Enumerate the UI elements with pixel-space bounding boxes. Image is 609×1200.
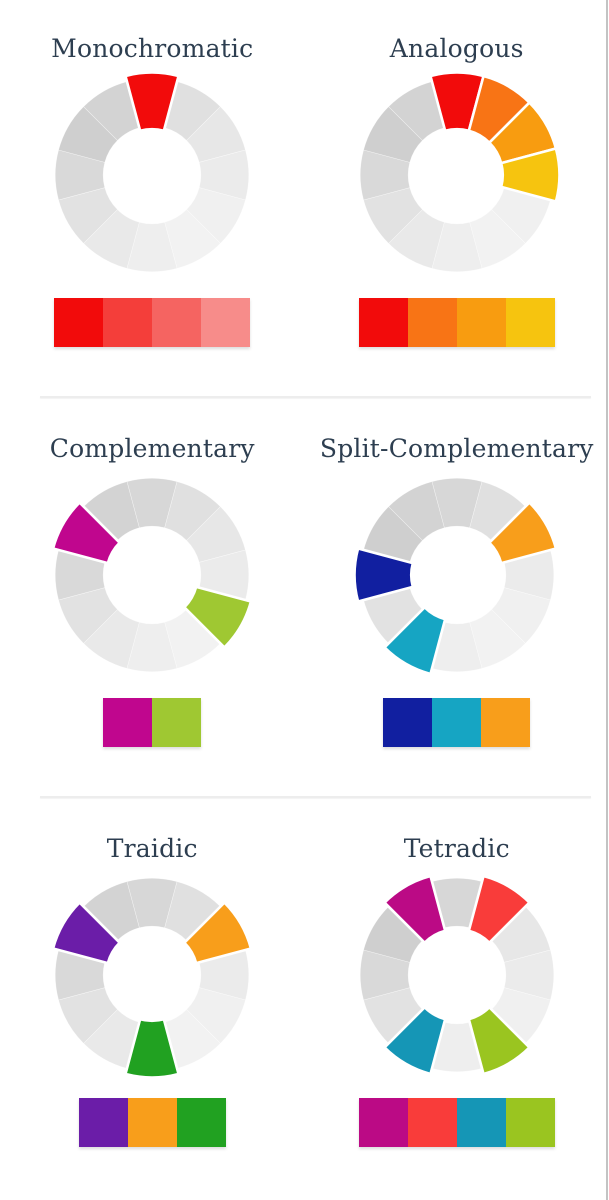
swatch-cell [78, 1098, 128, 1147]
scheme-panel-analogous: Analogous [305, 0, 609, 400]
wheel-segment [83, 881, 140, 941]
scheme-title: Tetradic [403, 834, 510, 863]
wheel-segment-highlight [382, 874, 447, 945]
swatch-cell [176, 1098, 226, 1147]
row-1: Monochromatic Analogous [0, 0, 609, 400]
swatch-cell [407, 1098, 457, 1147]
swatch-cell [152, 298, 202, 347]
wheel-segment-highlight [182, 900, 253, 965]
section-divider [40, 396, 591, 398]
wheel-segment-highlight [51, 500, 122, 565]
swatch-cell [201, 298, 251, 347]
swatch-bar [383, 698, 531, 747]
swatch-cell [103, 698, 153, 747]
wheel-segment-highlight [467, 1005, 532, 1076]
wheel-segment-highlight [51, 900, 122, 965]
swatch-cell [407, 298, 457, 347]
swatch-cell [456, 298, 506, 347]
swatch-cell [383, 698, 433, 747]
wheel-segment-highlight [124, 71, 181, 133]
wheel-segment-highlight [182, 585, 253, 650]
scheme-title: Complementary [49, 434, 255, 463]
wheel-segment-highlight [353, 546, 415, 604]
swatch-cell [505, 1098, 555, 1147]
section-divider [40, 796, 591, 798]
scheme-title: Split-Complementary [319, 434, 594, 463]
swatch-cell [127, 1098, 177, 1147]
scheme-title: Analogous [389, 34, 524, 63]
color-wheel [55, 71, 250, 272]
page-right-border [606, 0, 608, 1200]
wheel-segment-highlight [124, 1017, 181, 1079]
swatch-bar [358, 1098, 555, 1147]
wheel-segment [387, 481, 445, 541]
scheme-panel-split-complementary: Split-Complementary [305, 400, 609, 800]
color-wheel [51, 878, 253, 1079]
wheel-segment-highlight [382, 1005, 447, 1076]
swatch-bar [103, 698, 202, 747]
row-2: Complementary Split-Complementary [0, 400, 609, 800]
scheme-panel-complementary: Complementary [0, 400, 305, 800]
swatch-cell [481, 698, 531, 747]
scheme-title: Traidic [106, 834, 198, 863]
swatch-bar [358, 298, 555, 347]
color-wheel [51, 478, 253, 672]
swatch-cell [54, 298, 104, 347]
row-3: Traidic Tetradic [0, 800, 609, 1200]
color-wheel [359, 874, 554, 1076]
scheme-panel-traidic: Traidic [0, 800, 305, 1200]
wheel-segment-highlight [499, 146, 561, 204]
wheel-segment-highlight [382, 605, 447, 676]
scheme-title: Monochromatic [51, 34, 254, 63]
swatch-cell [456, 1098, 506, 1147]
color-wheel [353, 478, 558, 676]
wheel-segment-highlight [487, 500, 558, 565]
swatch-cell [358, 298, 408, 347]
scheme-panel-monochromatic: Monochromatic [0, 0, 305, 400]
wheel-segment-highlight [467, 874, 532, 945]
color-wheel [359, 71, 561, 272]
swatch-bar [54, 298, 251, 347]
swatch-cell [505, 298, 555, 347]
swatch-cell [358, 1098, 408, 1147]
swatch-bar [78, 1098, 226, 1147]
wheel-segment [83, 481, 140, 541]
swatch-cell [432, 698, 482, 747]
scheme-panel-tetradic: Tetradic [305, 800, 609, 1200]
swatch-cell [103, 298, 153, 347]
swatch-cell [152, 698, 202, 747]
